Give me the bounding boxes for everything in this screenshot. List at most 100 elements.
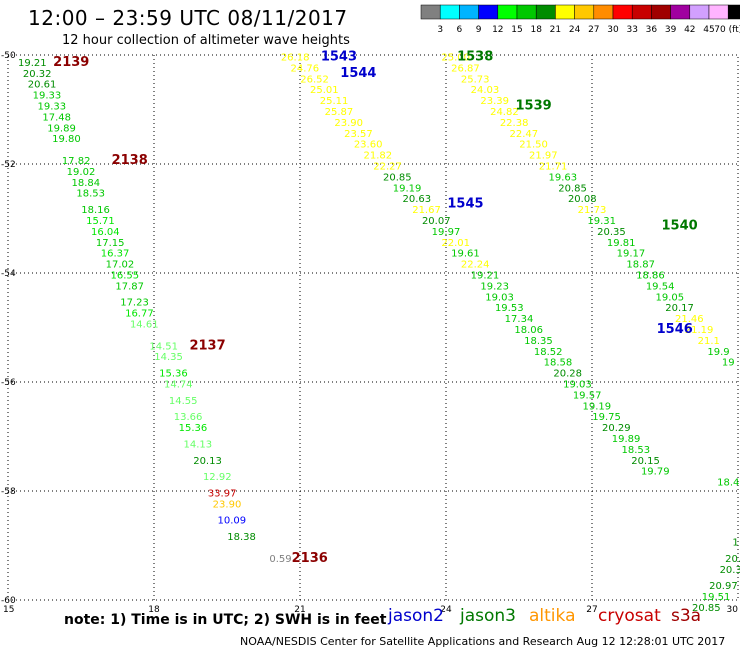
wave-height-point: 19.79 — [641, 467, 670, 478]
wave-height-point: 14.51 — [149, 341, 178, 352]
colorbar-label: 6 — [457, 25, 463, 35]
pass-label: 2139 — [53, 55, 89, 70]
colorbar-label: 36 — [646, 25, 658, 35]
wave-height-point: 22.27 — [373, 161, 402, 172]
page-title: 12:00 – 23:59 UTC 08/11/2017 — [28, 6, 348, 30]
pass-label: 1540 — [662, 218, 698, 233]
x-tick-label: 24 — [440, 605, 452, 615]
colorbar-label: 21 — [550, 25, 561, 35]
wave-height-point: 1 — [732, 538, 738, 549]
wave-height-point: 18.16 — [81, 205, 110, 216]
wave-height-point: 23.60 — [354, 140, 383, 151]
wave-height-point: 20.85 — [692, 603, 721, 614]
wave-height-point: 19.03 — [563, 379, 592, 390]
wave-height-point: 14.13 — [183, 439, 212, 450]
colorbar-swatch — [574, 4, 595, 20]
x-tick-label: 21 — [294, 605, 305, 615]
wave-height-point: 19.97 — [432, 227, 461, 238]
wave-height-point: 19.75 — [592, 412, 621, 423]
wave-height-point: 17.34 — [505, 314, 534, 325]
wave-height-point: 19.03 — [485, 292, 514, 303]
wave-height-point: 20.08 — [568, 194, 597, 205]
wave-height-point: 25.11 — [320, 96, 349, 107]
wave-height-point: 20.15 — [631, 456, 660, 467]
plot-border — [7, 54, 739, 601]
wave-height-point: 19 — [722, 358, 735, 369]
wave-height-point: 24.03 — [471, 85, 500, 96]
y-tick-label: -56 — [1, 378, 16, 388]
colorbar-label: 27 — [588, 25, 599, 35]
wave-height-point: 20.63 — [402, 194, 431, 205]
colorbar-label: 15 — [511, 25, 522, 35]
wave-height-point: 21.73 — [578, 205, 607, 216]
colorbar-swatch — [670, 4, 691, 20]
pass-labels: 2139 2138 2137 2136 1543 1544 1538 1539 1545 1540… — [53, 49, 698, 565]
wave-height-point: 18.84 — [72, 178, 101, 189]
wave-height-point: 16.77 — [125, 309, 154, 320]
wave-height-point: 18.38 — [227, 532, 256, 543]
wave-height-point: 20.97 — [709, 581, 738, 592]
wave-height-point: 17.15 — [96, 238, 125, 249]
pass-label: 1545 — [447, 197, 483, 212]
colorbar-label: 9 — [476, 25, 482, 35]
credit-line: NOAA/NESDIS Center for Satellite Applica… — [240, 635, 726, 648]
colorbar-swatch — [612, 4, 633, 20]
wave-height-points: 19.2120.3220.6119.3319.3317.4819.8919.80… — [18, 52, 740, 613]
wave-height-point: 19.02 — [67, 167, 96, 178]
wave-height-point: 0.59 — [269, 554, 291, 565]
wave-height-point: 19.53 — [495, 303, 524, 314]
colorbar-swatch — [593, 4, 614, 20]
colorbar-label: 33 — [626, 25, 637, 35]
pass-label: 1538 — [457, 49, 493, 64]
colorbar-swatch — [497, 4, 518, 20]
wave-height-point: 21.67 — [412, 205, 441, 216]
colorbar-label: 70 (ft) — [714, 25, 740, 35]
x-tick-label: 27 — [586, 605, 597, 615]
wave-height-point: 25.73 — [461, 74, 490, 85]
colorbar-legend: 3 6 9 12 15 18 21 24 27 30 33 36 39 42 45 70 (ft) — [420, 4, 740, 35]
wave-height-point: 18.06 — [514, 325, 543, 336]
wave-height-point: 20.32 — [23, 69, 52, 80]
wave-height-point: 19.23 — [480, 281, 509, 292]
wave-height-point: 19.31 — [587, 216, 616, 227]
colorbar-label: 42 — [684, 25, 695, 35]
x-tick-label: 15 — [3, 605, 14, 615]
wave-height-point: 17.48 — [42, 112, 71, 123]
pass-label: 1544 — [340, 66, 376, 81]
wave-height-point: 22.01 — [441, 238, 470, 249]
plot-frame — [7, 54, 739, 601]
wave-height-point: 20.29 — [602, 423, 631, 434]
y-tick-label: -54 — [1, 269, 16, 279]
colorbar-label: 12 — [492, 25, 503, 35]
colorbar-swatch — [535, 4, 556, 20]
wave-height-point: 19.9 — [707, 347, 729, 358]
wave-height-point: 24.82 — [490, 107, 519, 118]
pass-label: 1546 — [657, 322, 693, 337]
colorbar-label: 24 — [569, 25, 581, 35]
wave-height-point: 25.87 — [325, 107, 354, 118]
wave-height-point: 25.01 — [310, 85, 339, 96]
wave-height-point: 23.39 — [480, 96, 509, 107]
colorbar-swatch — [689, 4, 710, 20]
wave-height-point: 21.71 — [539, 161, 568, 172]
legend-cryosat: cryosat — [598, 606, 661, 626]
legend-s3a: s3a — [671, 606, 702, 626]
pass-label: 2138 — [112, 153, 148, 168]
wave-height-point: 14.74 — [164, 379, 193, 390]
wave-height-point: 22.47 — [510, 129, 539, 140]
wave-height-point: 20.17 — [665, 303, 694, 314]
y-tick-label: -50 — [1, 51, 16, 61]
colorbar-swatch — [516, 4, 537, 20]
x-tick-label: 30 — [727, 605, 739, 615]
wave-height-point: 18.52 — [534, 347, 563, 358]
pass-label: 1539 — [516, 99, 552, 114]
wave-height-point: 20.07 — [422, 216, 451, 227]
axis-ticks: 15 18 21 24 27 30 -50 -52 -54 -56 -58 -60 — [1, 51, 738, 615]
colorbar-swatch — [708, 4, 729, 20]
wave-height-point: 18.4 — [717, 478, 739, 489]
wave-height-point: 16.04 — [91, 227, 120, 238]
wave-height-point: 19.63 — [548, 172, 577, 183]
wave-height-point: 19.33 — [33, 91, 62, 102]
colorbar-swatch — [555, 4, 575, 20]
wave-height-point: 21.97 — [529, 151, 558, 162]
